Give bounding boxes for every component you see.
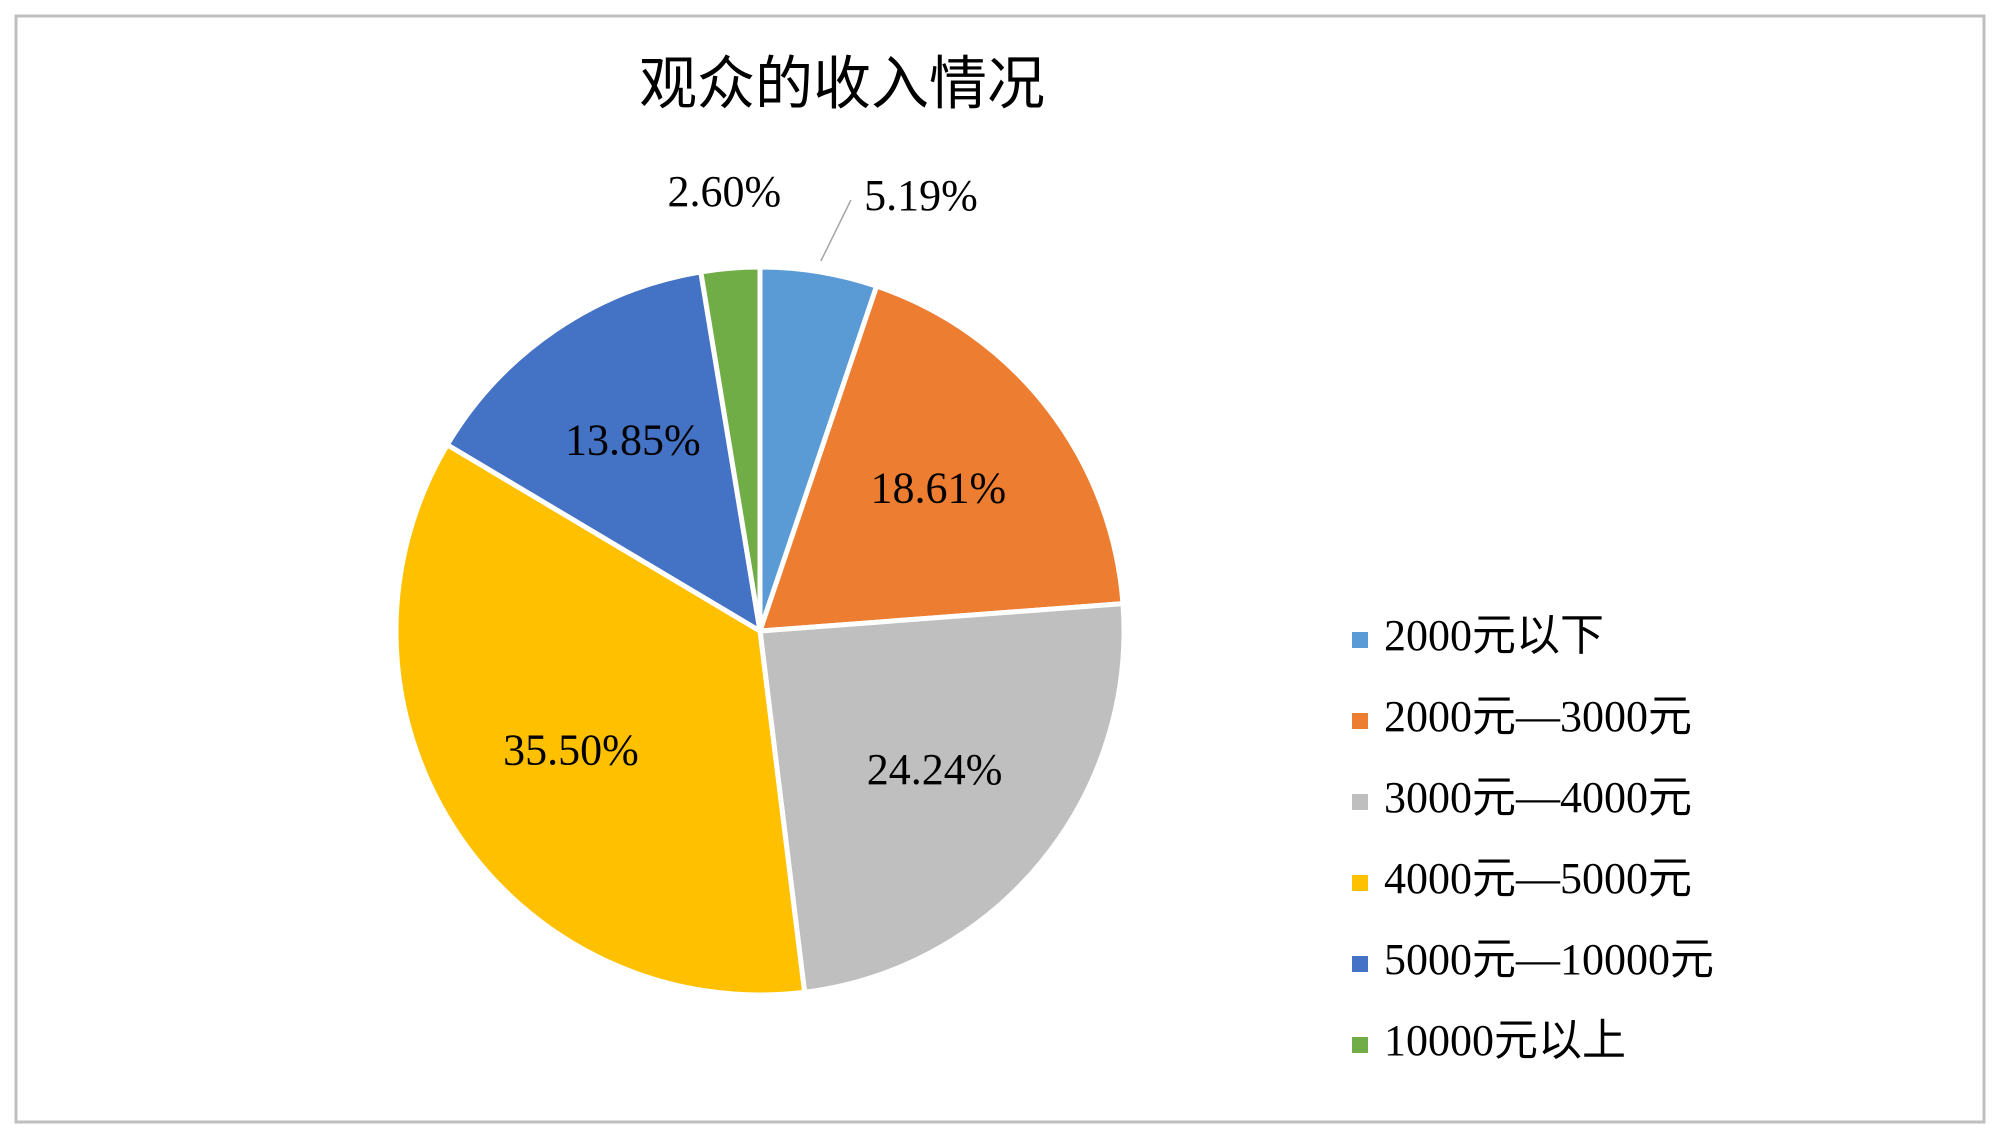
data-label: 2.60% [668, 167, 782, 216]
legend-label: 3000元—4000元 [1384, 773, 1692, 822]
legend-marker [1352, 713, 1368, 729]
leader-line [820, 199, 852, 262]
legend-label: 2000元以下 [1384, 611, 1604, 660]
legend-marker [1352, 794, 1368, 810]
chart-title: 观众的收入情况 [639, 51, 1045, 116]
legend-marker [1352, 632, 1368, 648]
data-label: 24.24% [867, 745, 1003, 794]
legend-marker [1352, 956, 1368, 972]
pie-slice [697, 264, 763, 632]
legend-label: 4000元—5000元 [1384, 854, 1692, 903]
legend-marker [1352, 875, 1368, 891]
legend-label: 2000元—3000元 [1384, 692, 1692, 741]
data-label: 35.50% [503, 725, 639, 774]
legend-label: 5000元—10000元 [1384, 935, 1714, 984]
data-label: 5.19% [864, 171, 978, 220]
legend-marker [1352, 1037, 1368, 1053]
legend-label: 10000元以上 [1384, 1016, 1626, 1065]
pie-slice [393, 441, 808, 998]
pie-slice [443, 268, 764, 636]
data-label: 18.61% [870, 464, 1006, 513]
data-label: 13.85% [565, 416, 701, 465]
pie-slice [757, 600, 1127, 996]
pie-slice [756, 283, 1126, 634]
